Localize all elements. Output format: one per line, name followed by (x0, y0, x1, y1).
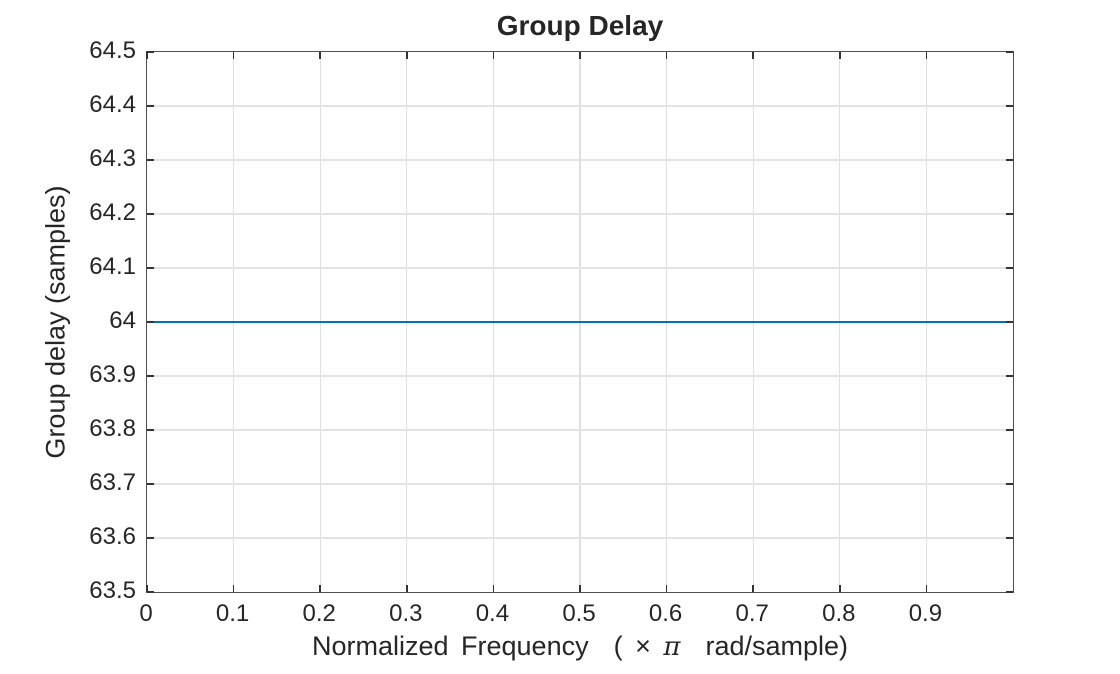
x-tick-label: 0 (139, 600, 153, 627)
y-gridline (147, 537, 1013, 539)
x-tick-mark (492, 585, 495, 592)
x-axis-label-prefix: Normalized Frequency ( × (311, 631, 664, 661)
y-tick-label: 64.5 (89, 37, 136, 64)
x-tick-mark (492, 52, 495, 59)
y-tick-mark (1006, 375, 1013, 377)
x-axis-label: Normalized Frequency ( × π rad/sample) (146, 631, 1014, 662)
x-tick-mark (232, 52, 235, 59)
x-tick-mark (146, 585, 148, 592)
chart-title: Group Delay (496, 10, 664, 41)
x-tick-mark (665, 52, 668, 59)
y-tick-mark (1006, 321, 1013, 323)
y-gridline (147, 429, 1013, 431)
y-gridline (147, 105, 1013, 107)
x-tick-label: 0.6 (648, 600, 683, 627)
y-tick-mark (1006, 213, 1013, 215)
y-tick-label: 64.4 (89, 91, 136, 118)
y-tick-mark (1006, 267, 1013, 269)
y-tick-mark (1006, 483, 1013, 485)
x-tick-mark (146, 52, 148, 59)
y-tick-mark (1006, 105, 1013, 107)
y-gridline (147, 213, 1013, 215)
x-tick-mark (925, 585, 928, 592)
x-tick-label: 0.4 (475, 600, 510, 627)
x-tick-mark (406, 52, 408, 59)
y-tick-label: 64.1 (89, 253, 136, 280)
y-tick-mark (147, 321, 154, 323)
x-tick-label: 0.2 (302, 600, 336, 627)
x-tick-mark (579, 585, 581, 592)
y-gridline (147, 267, 1013, 269)
x-tick-label: 0.3 (389, 600, 423, 627)
x-tick-label: 0.8 (822, 600, 856, 627)
x-tick-label: 0.5 (562, 600, 596, 627)
y-tick-mark (1006, 51, 1013, 53)
y-tick-mark (147, 591, 154, 593)
y-tick-mark (147, 375, 154, 377)
y-tick-label: 63.7 (89, 469, 136, 496)
x-tick-mark (319, 52, 321, 59)
y-gridline (147, 159, 1013, 161)
y-tick-mark (147, 267, 154, 269)
x-tick-mark (232, 585, 235, 592)
y-tick-mark (147, 51, 154, 53)
y-tick-label: 64 (109, 307, 136, 334)
pi-symbol: π (663, 632, 681, 662)
y-gridline (147, 375, 1013, 377)
y-tick-mark (1006, 159, 1013, 161)
y-tick-mark (1006, 537, 1013, 539)
x-tick-mark (319, 585, 321, 592)
y-tick-mark (147, 159, 154, 161)
y-tick-mark (147, 537, 154, 539)
x-tick-mark (839, 585, 841, 592)
x-tick-mark (752, 585, 754, 592)
x-tick-label: 0.9 (908, 600, 943, 627)
y-tick-mark (147, 483, 154, 485)
y-tick-label: 64.2 (89, 199, 136, 226)
x-tick-mark (925, 52, 928, 59)
x-tick-label: 0.1 (215, 600, 250, 627)
x-tick-mark (752, 52, 754, 59)
x-axis-label-suffix: rad/sample) (680, 631, 849, 661)
x-tick-mark (579, 52, 581, 59)
y-tick-label: 63.8 (89, 415, 136, 442)
y-gridline (147, 483, 1013, 485)
y-tick-mark (147, 105, 154, 107)
y-tick-mark (147, 213, 154, 215)
y-tick-mark (1006, 429, 1013, 431)
y-tick-mark (147, 429, 154, 431)
x-tick-mark (406, 585, 408, 592)
x-tick-mark (839, 52, 841, 59)
x-tick-label: 0.7 (735, 600, 769, 627)
group-delay-line (147, 321, 1013, 323)
y-tick-label: 63.9 (89, 361, 136, 388)
y-tick-label: 64.3 (89, 145, 136, 172)
plot-area (146, 51, 1014, 593)
x-tick-mark (665, 585, 668, 592)
y-tick-label: 63.5 (89, 577, 136, 604)
y-axis-label: Group delay (samples) (40, 185, 71, 459)
y-tick-mark (1006, 591, 1013, 593)
y-tick-label: 63.6 (89, 523, 136, 550)
